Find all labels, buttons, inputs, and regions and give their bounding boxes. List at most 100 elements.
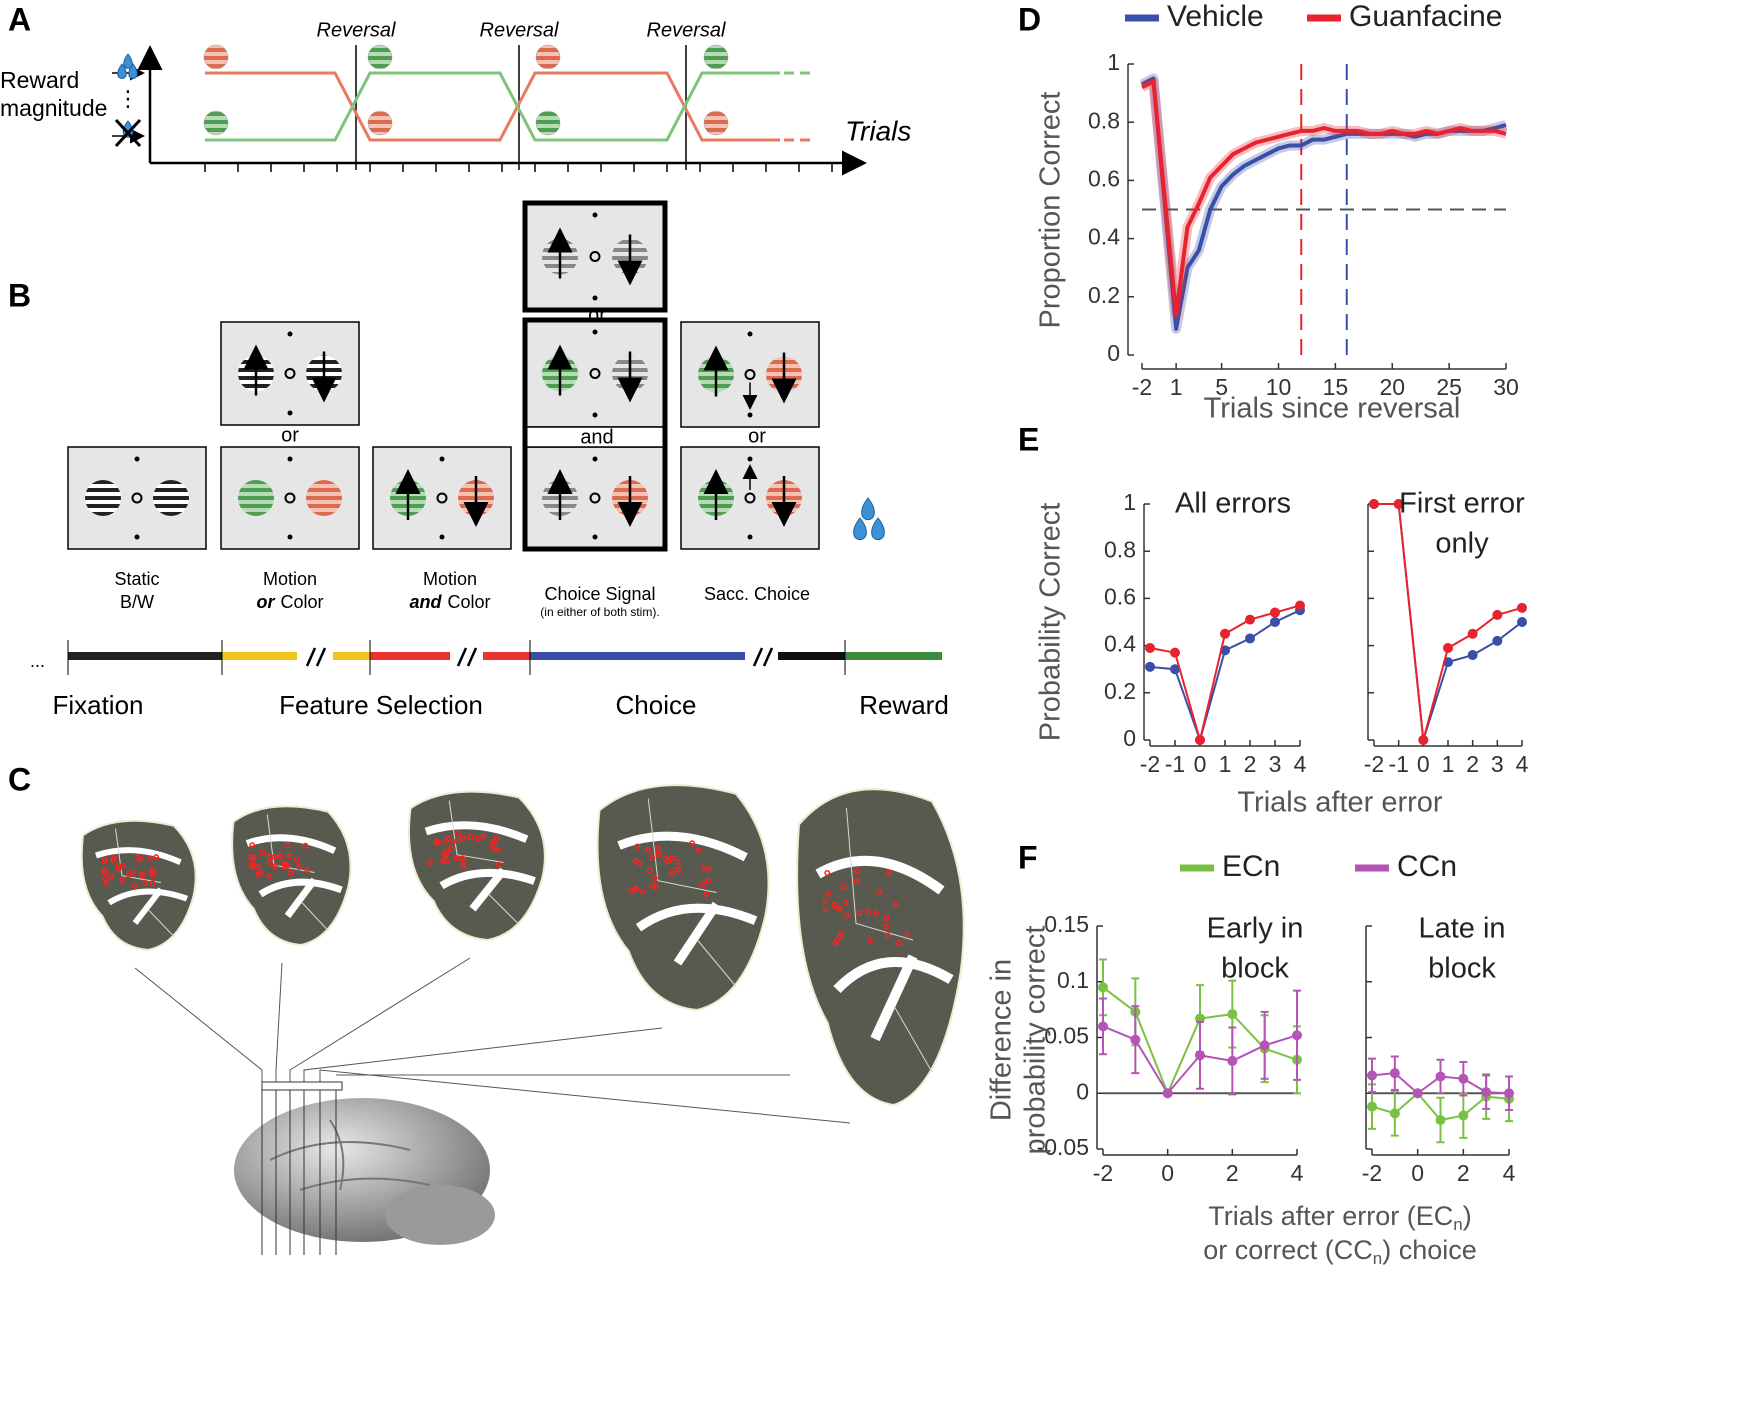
- drop-icon: [117, 63, 127, 79]
- recording-site: [459, 834, 466, 841]
- target-dot: [747, 331, 753, 337]
- brain-slice: [80, 819, 197, 952]
- recording-site: [842, 899, 849, 906]
- stage-label: Color: [280, 592, 323, 612]
- recording-site: [153, 854, 160, 861]
- recording-site: [495, 846, 502, 853]
- x-tick-label: 3: [1269, 751, 1282, 777]
- fixation-dot: [131, 492, 143, 504]
- x-tick-label: 25: [1436, 374, 1462, 400]
- recording-site: [655, 851, 662, 858]
- slice-connector: [275, 962, 283, 1088]
- data-point: [1492, 635, 1503, 646]
- data-point: [1270, 607, 1280, 618]
- x-tick-label: 2: [1244, 751, 1257, 777]
- y-axis-label: Difference in: [986, 959, 1018, 1121]
- recording-site: [634, 843, 641, 850]
- stage-label: Sacc. Choice: [704, 584, 810, 604]
- fixation-dot: [589, 251, 601, 262]
- subplot-title: First error: [1399, 488, 1525, 520]
- data-point: [1195, 735, 1205, 745]
- recording-site: [439, 857, 446, 864]
- fixation-dot: [589, 492, 601, 504]
- data-point: [1145, 661, 1155, 672]
- x-tick-label: -2: [1132, 374, 1152, 400]
- recording-site: [281, 861, 288, 868]
- panel-label: F: [1018, 839, 1038, 875]
- recording-site: [701, 865, 708, 871]
- target-dot: [592, 534, 598, 540]
- epoch-bar: [370, 652, 450, 660]
- x-tick-label: 10: [1266, 374, 1292, 400]
- recording-site: [142, 879, 149, 886]
- x-tick-label: 4: [1503, 1160, 1516, 1186]
- recording-site: [475, 835, 482, 842]
- recording-site: [293, 856, 300, 863]
- slice-connector: [134, 967, 263, 1088]
- recording-site: [119, 862, 126, 869]
- grating: [153, 480, 189, 516]
- recording-site: [665, 858, 672, 865]
- recording-site: [284, 842, 291, 849]
- recording-site: [639, 888, 646, 895]
- recording-site: [266, 853, 273, 860]
- recording-site: [102, 875, 109, 882]
- x-tick-label: 4: [1294, 751, 1307, 777]
- y-tick-label: 0.1: [1057, 967, 1089, 993]
- recording-site: [674, 859, 681, 866]
- recording-site: [296, 864, 303, 870]
- break-mark: [305, 647, 327, 667]
- x-tick-label: 0: [1194, 751, 1207, 777]
- recording-site: [904, 930, 911, 937]
- recording-site: [838, 930, 845, 937]
- choice-frame: [522, 200, 668, 313]
- data-point: [1145, 642, 1155, 653]
- x-tick-label: -1: [1388, 751, 1408, 777]
- recording-site: [840, 883, 847, 890]
- brain-slice: [596, 784, 770, 1012]
- slice-bar: [261, 1081, 343, 1091]
- stimulus-icon: [535, 110, 561, 136]
- target-dot: [592, 456, 598, 462]
- subplot-title: Early in: [1207, 913, 1304, 945]
- data-point: [1412, 1088, 1423, 1099]
- recording-site: [649, 855, 656, 861]
- epoch-bar: [333, 652, 370, 660]
- drop-icon: [123, 53, 133, 69]
- y-axis-label: Probability Correct: [1035, 503, 1067, 742]
- x-tick-label: -2: [1093, 1160, 1113, 1186]
- cerebellum: [385, 1185, 495, 1245]
- recording-site: [489, 845, 496, 852]
- sulcus: [617, 831, 758, 966]
- stage-label: Color: [448, 592, 491, 612]
- epoch-label: Choice: [616, 690, 697, 720]
- x-tick-label: 30: [1493, 374, 1519, 400]
- data-point: [1245, 633, 1255, 644]
- x-tick-label: 0: [1161, 1160, 1174, 1186]
- fixation-dot: [284, 492, 296, 504]
- stage-emphasis: and: [409, 592, 442, 612]
- epoch-bar: [530, 652, 745, 660]
- target-dot: [134, 534, 140, 540]
- connector-label: or: [748, 425, 766, 447]
- recording-site: [277, 853, 284, 860]
- y-axis-label: Proportion Correct: [1035, 92, 1067, 329]
- data-point: [1467, 628, 1478, 639]
- drop-icon: [871, 517, 885, 541]
- data-point: [1292, 1030, 1302, 1041]
- data-point: [1418, 735, 1429, 745]
- recording-site: [654, 845, 661, 852]
- data-point: [1517, 602, 1527, 613]
- recording-site: [286, 853, 293, 859]
- error-band: [1139, 76, 1508, 320]
- subscript: n: [1453, 1215, 1462, 1234]
- data-point: [1367, 1070, 1377, 1081]
- sulcus: [245, 834, 343, 919]
- recording-site: [442, 852, 449, 859]
- data-point: [1389, 1108, 1400, 1119]
- recording-site: [250, 858, 256, 865]
- recording-site: [703, 891, 710, 897]
- epoch-bar: [483, 652, 530, 660]
- data-point: [1098, 1021, 1108, 1032]
